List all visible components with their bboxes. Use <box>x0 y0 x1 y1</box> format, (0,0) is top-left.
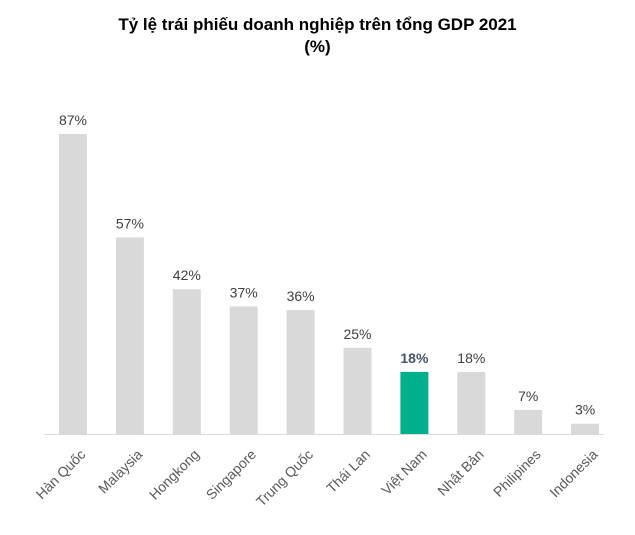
bar-thai-lan <box>343 347 372 434</box>
bar-hongkong <box>172 289 201 434</box>
data-label-malaysia: 57% <box>116 215 144 231</box>
data-label-philipines: 7% <box>518 388 538 404</box>
data-label-indonesia: 3% <box>575 402 595 418</box>
data-label-nhat-ban: 18% <box>457 350 485 366</box>
data-label-trung-quoc: 36% <box>287 288 315 304</box>
bars-group <box>59 134 600 434</box>
category-label-trung-quoc: Trung Quốc <box>253 446 316 509</box>
bar-indonesia <box>571 423 600 434</box>
chart-title: Tỷ lệ trái phiếu doanh nghiệp trên tổng … <box>118 15 517 34</box>
chart-subtitle: (%) <box>304 37 331 56</box>
category-label-nhat-ban: Nhật Bản <box>434 446 487 499</box>
chart-title-block: Tỷ lệ trái phiếu doanh nghiệp trên tổng … <box>0 14 635 58</box>
data-label-viet-nam: 18% <box>400 350 429 366</box>
category-label-han-quoc: Hàn Quốc <box>33 446 89 502</box>
bar-malaysia <box>115 237 144 434</box>
bar-philipines <box>514 409 543 434</box>
data-label-hongkong: 42% <box>173 267 201 283</box>
category-label-malaysia: Malaysia <box>95 446 146 497</box>
bar-han-quoc <box>59 134 87 434</box>
bar-singapore <box>229 306 258 434</box>
data-label-thai-lan: 25% <box>343 326 371 342</box>
bar-nhat-ban <box>457 371 486 434</box>
category-label-philipines: Philipines <box>490 446 544 500</box>
bar-trung-quoc <box>286 309 315 434</box>
category-label-thai-lan: Thái Lan <box>323 446 373 496</box>
category-label-singapore: Singapore <box>203 446 260 503</box>
category-label-viet-nam: Việt Nam <box>378 446 430 498</box>
category-label-indonesia: Indonesia <box>546 446 600 500</box>
data-label-han-quoc: 87% <box>59 112 87 128</box>
category-label-hongkong: Hongkong <box>146 446 202 502</box>
data-label-singapore: 37% <box>230 284 258 300</box>
data-labels-group: 87% 57% 42% 37% 36% 25% 18% 18% 7% 3% <box>59 112 595 418</box>
bar-viet-nam <box>400 371 429 434</box>
